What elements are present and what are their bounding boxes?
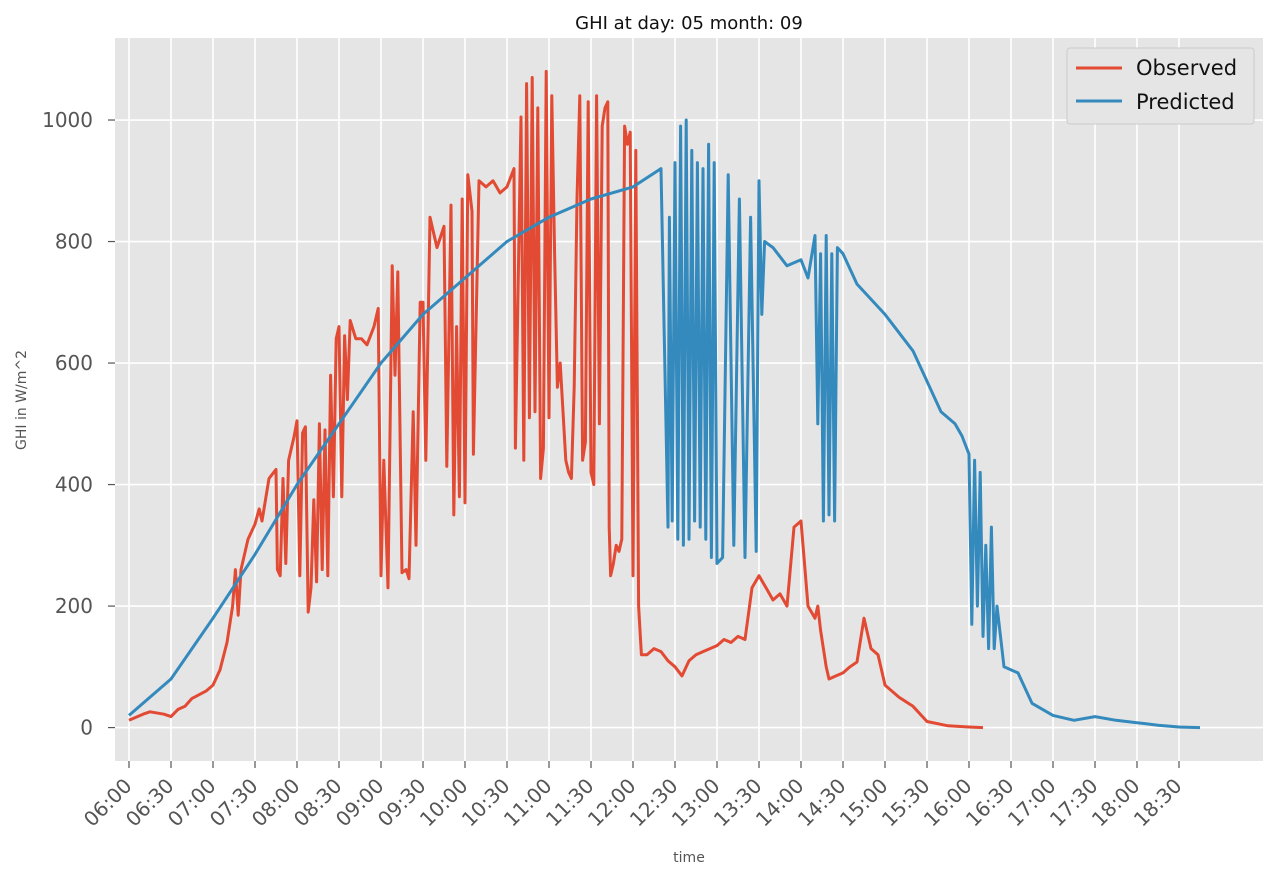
y-tick-label: 1000 <box>42 108 93 132</box>
chart-title: GHI at day: 05 month: 09 <box>575 13 803 34</box>
y-tick-label: 400 <box>55 473 93 497</box>
x-axis-ticks: 06:0006:3007:0007:3008:0008:3009:0009:30… <box>79 761 1187 831</box>
y-tick-label: 800 <box>55 230 93 254</box>
x-tick-label: 18:30 <box>1129 774 1187 832</box>
legend-label-predicted: Predicted <box>1136 90 1235 114</box>
y-tick-label: 0 <box>80 716 93 740</box>
legend-label-observed: Observed <box>1136 56 1237 80</box>
series-line-predicted <box>128 118 1201 730</box>
legend: Observed Predicted <box>1066 47 1255 125</box>
series-line-observed <box>128 69 984 730</box>
y-axis-ticks: 0 200 400 600 800 1000 <box>42 108 115 740</box>
y-tick-label: 600 <box>55 351 93 375</box>
y-tick-label: 200 <box>55 594 93 618</box>
y-axis-label: GHI in W/m^2 <box>14 350 30 450</box>
x-axis-label: time <box>673 850 705 866</box>
series-lines <box>128 69 1201 730</box>
